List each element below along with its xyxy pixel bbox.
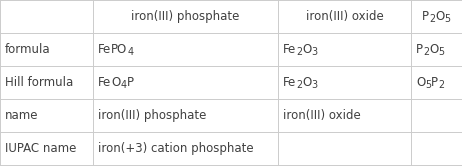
Text: PO: PO (111, 43, 128, 56)
Text: iron(III) oxide: iron(III) oxide (306, 10, 383, 23)
Text: P: P (127, 76, 134, 89)
Text: 5: 5 (444, 14, 451, 24)
Text: name: name (5, 109, 38, 122)
Text: 3: 3 (311, 47, 318, 57)
Text: O: O (111, 76, 121, 89)
Text: O: O (429, 43, 438, 56)
Text: 2: 2 (438, 81, 444, 90)
Text: 5: 5 (425, 81, 432, 90)
Text: iron(III) oxide: iron(III) oxide (283, 109, 361, 122)
Text: P: P (422, 10, 429, 23)
Text: O: O (302, 43, 311, 56)
Text: 2: 2 (296, 81, 302, 90)
Text: Fe: Fe (283, 43, 296, 56)
Text: P: P (416, 43, 423, 56)
Text: O: O (302, 76, 311, 89)
Text: iron(III) phosphate: iron(III) phosphate (98, 109, 207, 122)
Text: Fe: Fe (98, 43, 111, 56)
Text: Fe: Fe (283, 76, 296, 89)
Text: 4: 4 (128, 47, 134, 57)
Text: iron(III) phosphate: iron(III) phosphate (131, 10, 240, 23)
Text: O: O (435, 10, 444, 23)
Text: formula: formula (5, 43, 51, 56)
Text: 4: 4 (121, 81, 127, 90)
Text: Fe: Fe (98, 76, 111, 89)
Text: 3: 3 (311, 81, 318, 90)
Text: O: O (416, 76, 425, 89)
Text: 2: 2 (296, 47, 302, 57)
Text: 2: 2 (423, 47, 429, 57)
Text: 2: 2 (429, 14, 435, 24)
Text: P: P (432, 76, 438, 89)
Text: Hill formula: Hill formula (5, 76, 73, 89)
Text: IUPAC name: IUPAC name (5, 142, 76, 155)
Text: iron(+3) cation phosphate: iron(+3) cation phosphate (98, 142, 254, 155)
Text: 5: 5 (438, 47, 444, 57)
